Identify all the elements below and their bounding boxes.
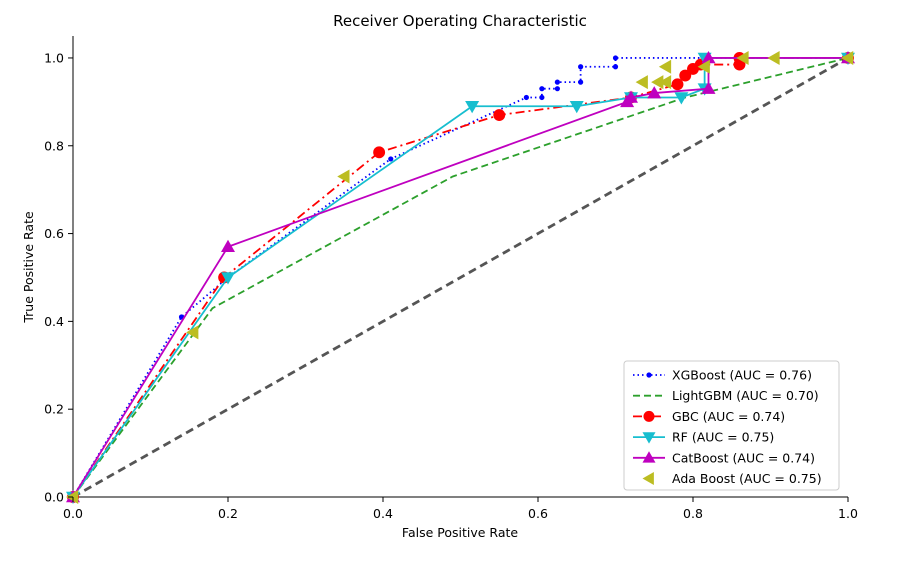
diagonal-layer <box>72 56 849 499</box>
series-0-point <box>578 79 584 85</box>
legend-item-5: Ada Boost (AUC = 0.75) <box>642 471 822 486</box>
series-2-point <box>679 69 692 82</box>
legend: XGBoost (AUC = 0.76) LightGBM (AUC = 0.70… <box>623 360 840 491</box>
x-tick-label: 0.0 <box>63 506 83 521</box>
series-line-1 <box>72 57 849 498</box>
legend-item-0: XGBoost (AUC = 0.76) <box>633 368 812 383</box>
series-1 <box>72 57 849 498</box>
series-5-point <box>635 75 648 90</box>
series-5-point <box>697 59 710 74</box>
series-4-point <box>624 90 638 103</box>
series-layer <box>66 50 855 504</box>
chance-diagonal-line <box>72 56 849 499</box>
series-0-point <box>539 86 545 92</box>
legend-swatch-marker <box>643 410 655 422</box>
legend-item-4: CatBoost (AUC = 0.74) <box>633 450 815 465</box>
series-0-point <box>523 94 529 101</box>
legend-frame <box>623 360 840 491</box>
series-5-point <box>651 75 664 90</box>
legend-swatch-marker <box>646 372 652 378</box>
x-tick-label: 1.0 <box>838 506 858 521</box>
x-axis-label: False Positive Rate <box>402 525 518 540</box>
series-3-point <box>465 100 480 114</box>
series-5-point <box>736 50 749 65</box>
series-0-point <box>612 64 619 70</box>
y-tick-label: 1.0 <box>44 50 64 65</box>
y-tick-label: 0.0 <box>44 490 64 505</box>
series-5-point <box>658 59 672 74</box>
y-axis-label: True Positive Rate <box>21 211 36 324</box>
series-5-point <box>337 169 350 184</box>
series-line-0 <box>72 57 848 498</box>
x-tick-label: 0.8 <box>683 506 703 521</box>
y-tick-label: 0.2 <box>44 402 64 417</box>
series-4-point <box>647 86 662 99</box>
y-ticks: 0.0 0.2 0.4 0.6 0.8 1.0 <box>44 50 73 505</box>
series-0-point <box>612 55 619 61</box>
series-5-point <box>658 75 672 90</box>
series-0-point <box>539 94 545 101</box>
x-ticks: 0.0 0.2 0.4 0.6 0.8 1.0 <box>63 497 858 521</box>
series-2-point <box>671 78 684 91</box>
legend-item-2: GBC (AUC = 0.74) <box>633 409 785 424</box>
y-tick-label: 0.4 <box>44 314 64 329</box>
series-0-point <box>578 64 584 70</box>
series-4-point <box>701 50 716 64</box>
series-3-point <box>569 100 584 114</box>
x-tick-label: 0.4 <box>373 506 393 521</box>
series-5-point <box>186 325 199 340</box>
series-5 <box>66 50 854 504</box>
chart-title: Receiver Operating Characteristic <box>333 12 587 30</box>
series-4-point <box>701 81 716 94</box>
x-tick-label: 0.2 <box>218 506 238 521</box>
legend-label: CatBoost (AUC = 0.74) <box>672 450 815 465</box>
legend-item-3: RF (AUC = 0.75) <box>633 430 774 445</box>
series-0-point <box>554 86 560 92</box>
legend-item-1: LightGBM (AUC = 0.70) <box>633 388 819 403</box>
series-0-point <box>388 156 394 162</box>
legend-label: Ada Boost (AUC = 0.75) <box>672 471 822 486</box>
series-3-point <box>221 272 235 285</box>
series-5-point <box>841 50 854 65</box>
legend-label: LightGBM (AUC = 0.70) <box>672 388 819 403</box>
y-tick-label: 0.8 <box>44 138 64 153</box>
series-4-point <box>221 239 235 252</box>
legend-label: XGBoost (AUC = 0.76) <box>672 368 812 383</box>
series-5-point <box>767 50 780 65</box>
series-3-point <box>674 92 689 105</box>
x-tick-label: 0.6 <box>528 506 548 521</box>
legend-swatch-marker <box>642 451 656 463</box>
legend-swatch-marker <box>642 432 656 444</box>
series-2-point <box>373 146 386 159</box>
legend-label: GBC (AUC = 0.74) <box>672 409 785 424</box>
series-0-point <box>554 79 560 85</box>
legend-swatch-marker <box>642 472 654 485</box>
plot-area <box>72 36 848 498</box>
series-2-point <box>493 109 506 121</box>
legend-label: RF (AUC = 0.75) <box>672 430 774 445</box>
y-tick-label: 0.6 <box>44 226 64 241</box>
